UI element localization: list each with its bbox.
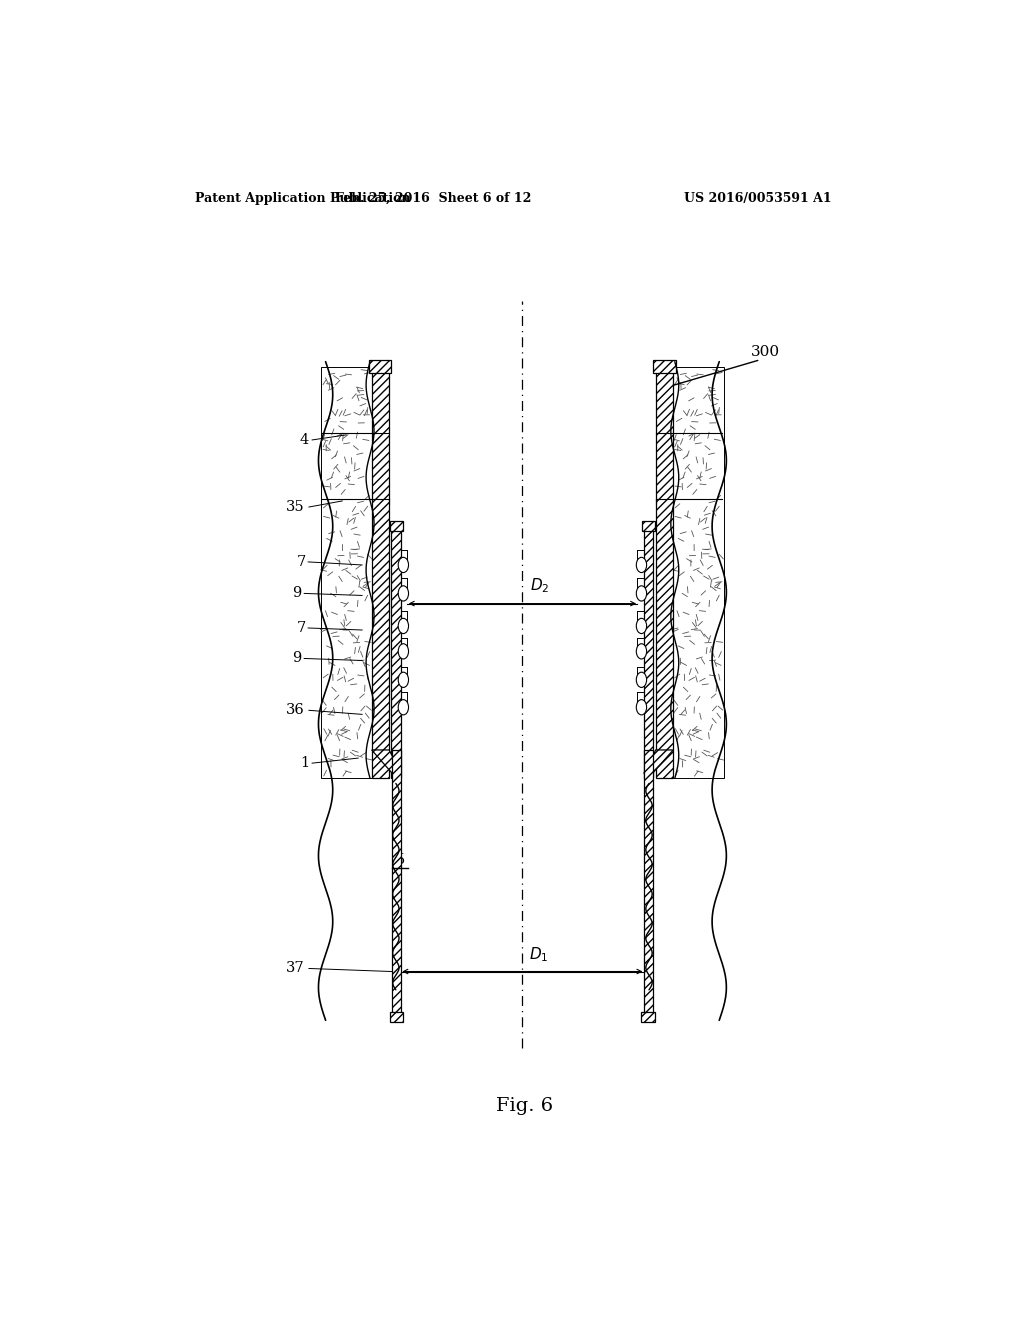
Bar [641,1012,655,1022]
Bar [655,367,673,779]
Bar [644,750,652,1020]
Text: 5: 5 [395,853,404,867]
Text: Patent Application Publication: Patent Application Publication [196,191,411,205]
Text: $D_1$: $D_1$ [528,945,548,965]
Text: 7: 7 [297,554,306,569]
Bar [638,704,645,710]
Ellipse shape [636,618,646,634]
Text: 37: 37 [286,961,304,975]
Bar [400,623,407,630]
Ellipse shape [636,644,646,659]
Text: 4: 4 [300,433,309,447]
Ellipse shape [636,586,646,601]
Bar [653,360,676,374]
Text: $D_2$: $D_2$ [530,577,550,595]
Bar [372,367,389,779]
Ellipse shape [636,672,646,688]
Ellipse shape [398,557,409,573]
Bar [321,367,373,779]
Bar [392,750,401,1020]
Text: 1: 1 [300,756,309,770]
Bar [638,677,645,682]
Text: US 2016/0053591 A1: US 2016/0053591 A1 [684,191,831,205]
Ellipse shape [398,586,409,601]
Bar [644,527,653,779]
Ellipse shape [636,700,646,715]
Text: 9: 9 [292,652,301,665]
Bar [638,562,645,568]
Bar [638,648,645,655]
Bar [390,521,402,532]
Text: 300: 300 [751,345,780,359]
Text: 36: 36 [286,704,304,717]
Ellipse shape [398,672,409,688]
Text: Fig. 6: Fig. 6 [497,1097,553,1114]
Bar [673,367,724,779]
Bar [638,590,645,597]
Text: 9: 9 [292,586,301,601]
Bar [391,527,401,779]
Bar [642,521,655,532]
Ellipse shape [398,700,409,715]
Bar [400,704,407,710]
Ellipse shape [636,557,646,573]
Bar [400,677,407,682]
Text: 7: 7 [297,620,306,635]
Bar [638,623,645,630]
Ellipse shape [398,618,409,634]
Polygon shape [372,750,401,774]
Ellipse shape [398,644,409,659]
Bar [400,648,407,655]
Bar [400,590,407,597]
Bar [390,1012,403,1022]
Polygon shape [644,750,673,774]
Text: 35: 35 [286,500,304,513]
Bar [400,562,407,568]
Bar [370,360,391,374]
Text: Feb. 25, 2016  Sheet 6 of 12: Feb. 25, 2016 Sheet 6 of 12 [335,191,531,205]
